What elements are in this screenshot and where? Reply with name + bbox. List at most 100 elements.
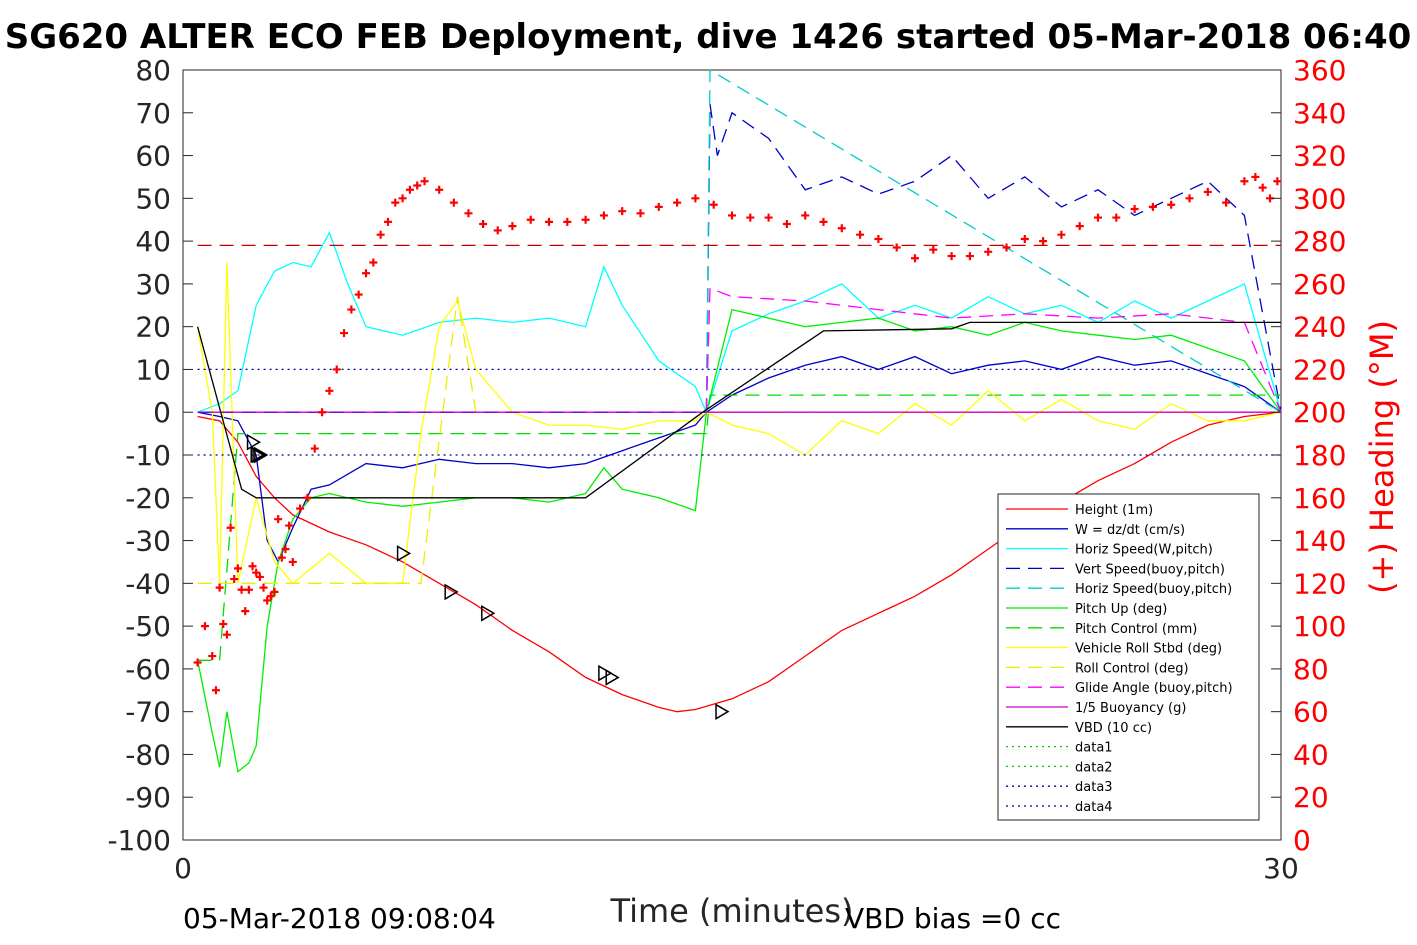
heading-point [1057, 230, 1066, 239]
heading-point [965, 252, 974, 261]
series-horiz-speed-buoy-pitch [705, 68, 1282, 413]
heading-point [263, 596, 272, 605]
legend-label: data1 [1075, 741, 1113, 756]
legend-label: data3 [1075, 780, 1113, 795]
series-pitch-control-mm [197, 394, 1281, 661]
heading-point [270, 587, 279, 596]
series-vbd-10-cc [196, 321, 1281, 499]
heading-point [764, 213, 773, 222]
triangle-marker [252, 446, 267, 464]
left-tick-label: -30 [125, 525, 171, 558]
heading-point [285, 521, 294, 530]
legend-label: Horiz Speed(buoy,pitch) [1075, 582, 1232, 597]
heading-point [281, 545, 290, 554]
heading-point [420, 177, 429, 186]
heading-point [193, 658, 202, 667]
heading-point [376, 230, 385, 239]
left-tick-label: 80 [135, 54, 171, 87]
heading-point [1240, 177, 1249, 186]
heading-point [303, 493, 312, 502]
heading-point [230, 575, 239, 584]
heading-point [782, 220, 791, 228]
heading-point [208, 652, 217, 661]
heading-point [332, 365, 341, 374]
heading-point [413, 181, 422, 190]
heading-point [636, 209, 645, 218]
heading-point [369, 258, 378, 267]
left-tick-label: 10 [135, 353, 171, 386]
heading-point [383, 217, 392, 226]
heading-point [237, 585, 246, 594]
heading-point [449, 198, 458, 207]
heading-point [856, 230, 865, 239]
right-tick-label: 200 [1293, 396, 1346, 429]
heading-point [819, 217, 828, 226]
heading-point [493, 226, 502, 235]
heading-point [599, 211, 608, 220]
right-tick-label: 140 [1293, 525, 1346, 558]
heading-point [1002, 243, 1011, 252]
legend-label: Pitch Up (deg) [1075, 602, 1167, 617]
right-axis-ticks: 3603403203002802602402202001801601401201… [1271, 54, 1346, 857]
right-tick-label: 100 [1293, 610, 1346, 643]
right-tick-label: 240 [1293, 311, 1346, 344]
legend-label: VBD (10 cc) [1075, 721, 1152, 736]
heading-point [947, 252, 956, 261]
heading-point [318, 408, 327, 417]
heading-point [874, 234, 883, 243]
heading-point [746, 213, 755, 222]
legend-label: Vert Speed(buoy,pitch) [1075, 562, 1225, 577]
heading-point [1148, 202, 1157, 211]
heading-point [479, 220, 488, 228]
heading-point [1185, 194, 1194, 203]
heading-point [219, 619, 228, 628]
right-tick-label: 300 [1293, 182, 1346, 215]
legend-label: Vehicle Roll Stbd (deg) [1075, 642, 1222, 657]
left-tick-label: 40 [135, 225, 171, 258]
triangle-marker [246, 433, 262, 451]
heading-point [1094, 213, 1102, 222]
legend-label: Glide Angle (buoy,pitch) [1075, 681, 1233, 696]
heading-point [1222, 198, 1231, 207]
right-tick-label: 60 [1293, 696, 1329, 729]
triangle-marker [715, 703, 730, 720]
heading-point [691, 194, 700, 203]
heading-point [1167, 200, 1176, 209]
legend-label: Horiz Speed(W,pitch) [1075, 543, 1213, 558]
heading-point [892, 243, 901, 252]
heading-point [1273, 177, 1282, 186]
heading-point [211, 686, 220, 695]
heading-point [354, 290, 363, 299]
heading-point [266, 592, 275, 601]
legend-label: Pitch Control (mm) [1075, 622, 1197, 637]
heading-point [1112, 213, 1121, 222]
left-tick-label: 60 [135, 140, 171, 173]
triangle-marker [254, 446, 269, 464]
x-axis-label: Time (minutes) [610, 892, 854, 930]
right-tick-label: 120 [1293, 567, 1346, 600]
x-tick-label: 0 [174, 852, 192, 885]
series-glide-angle-buoy-pitch [705, 287, 1282, 413]
heading-point [508, 222, 517, 231]
left-tick-label: 0 [153, 396, 171, 429]
apogee-markers [246, 433, 730, 720]
triangle-marker [598, 664, 613, 682]
heading-point [255, 572, 264, 581]
left-tick-label: -10 [125, 439, 171, 472]
left-tick-label: 50 [135, 182, 171, 215]
legend-label: data4 [1075, 800, 1113, 815]
right-tick-label: 180 [1293, 439, 1346, 472]
right-tick-label: 80 [1293, 653, 1329, 686]
heading-point [310, 444, 319, 453]
heading-point [618, 207, 627, 216]
left-axis-ticks: 80 70 60 50 40 30 20 10 0 -10 -20 -30 -40 -50 -60 -70 -8… [107, 54, 193, 857]
left-tick-label: -40 [125, 567, 171, 600]
footer-vbd-bias: VBD bias =0 cc [845, 902, 1061, 935]
triangle-marker [250, 446, 265, 464]
heading-markers [193, 172, 1282, 695]
heading-point [241, 607, 250, 616]
series-vert-speed-buoy-pitch [705, 104, 1282, 413]
triangle-marker [396, 545, 412, 562]
heading-point [233, 564, 242, 573]
right-tick-label: 160 [1293, 482, 1346, 515]
